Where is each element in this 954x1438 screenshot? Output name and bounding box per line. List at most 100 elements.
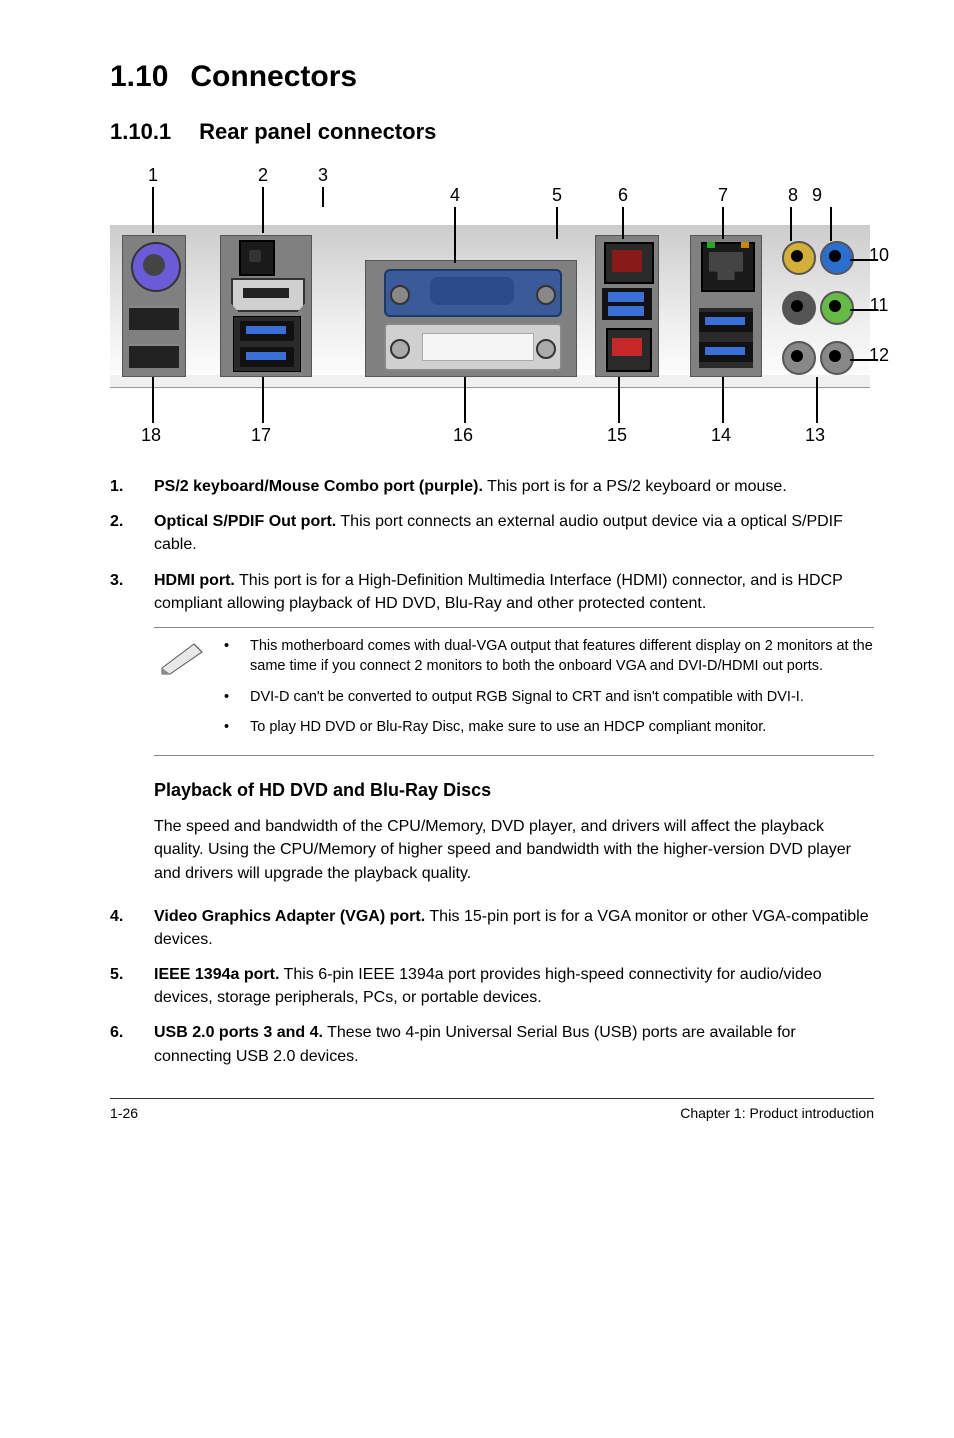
audio-jack <box>820 241 854 275</box>
leader-line <box>850 359 878 361</box>
note-box: •This motherboard comes with dual-VGA ou… <box>154 627 874 756</box>
optical-port <box>239 240 275 276</box>
leader-line <box>454 207 456 263</box>
leader-line <box>816 377 818 423</box>
audio-jack <box>782 241 816 275</box>
callout-number: 7 <box>710 185 736 206</box>
list-item-number: 5. <box>110 963 154 1009</box>
bullet-icon: • <box>224 687 250 707</box>
callout-number: 16 <box>450 425 476 446</box>
slot <box>129 344 179 368</box>
slot <box>129 306 179 330</box>
callout-number: 11 <box>866 295 892 316</box>
esata-port <box>606 328 652 372</box>
callout-number: 4 <box>442 185 468 206</box>
note-text: This motherboard comes with dual-VGA out… <box>250 636 874 677</box>
note-text: DVI-D can't be converted to output RGB S… <box>250 687 804 707</box>
subtitle-number: 1.10.1 <box>110 119 171 145</box>
leader-line <box>850 309 878 311</box>
callout-number: 13 <box>802 425 828 446</box>
audio-jack <box>782 341 816 375</box>
leader-line <box>830 207 832 241</box>
list-item-text: Video Graphics Adapter (VGA) port. This … <box>154 905 874 951</box>
leader-line <box>262 377 264 423</box>
callout-number: 2 <box>250 165 276 186</box>
list-item: 3.HDMI port. This port is for a High-Def… <box>110 569 874 615</box>
callout-number: 5 <box>544 185 570 206</box>
lan-port <box>701 242 755 292</box>
leader-line <box>850 259 878 261</box>
list-item-text: USB 2.0 ports 3 and 4. These two 4-pin U… <box>154 1021 874 1067</box>
footer-chapter: Chapter 1: Product introduction <box>680 1105 874 1121</box>
leader-line <box>322 187 324 207</box>
note-item: •This motherboard comes with dual-VGA ou… <box>224 636 874 677</box>
usb-slot <box>602 288 652 320</box>
list-item-number: 4. <box>110 905 154 951</box>
list-item-text: IEEE 1394a port. This 6-pin IEEE 1394a p… <box>154 963 874 1009</box>
note-item: •To play HD DVD or Blu-Ray Disc, make su… <box>224 717 874 737</box>
callout-number: 14 <box>708 425 734 446</box>
vga-port <box>384 269 562 317</box>
callout-number: 9 <box>804 185 830 206</box>
callout-number: 18 <box>138 425 164 446</box>
ps2-port <box>131 242 181 292</box>
leader-line <box>556 207 558 239</box>
callout-number: 15 <box>604 425 630 446</box>
item-list-2: 4.Video Graphics Adapter (VGA) port. Thi… <box>110 905 874 1068</box>
callout-number: 17 <box>248 425 274 446</box>
audio-jack <box>782 291 816 325</box>
usb12-block <box>699 308 753 368</box>
callout-number: 12 <box>866 345 892 366</box>
list-item-number: 2. <box>110 510 154 556</box>
note-list: •This motherboard comes with dual-VGA ou… <box>224 636 874 747</box>
leader-line <box>622 207 624 239</box>
port-block-1394-esata <box>595 235 659 377</box>
callout-number: 6 <box>610 185 636 206</box>
list-item-text: Optical S/PDIF Out port. This port conne… <box>154 510 874 556</box>
sub-title: 1.10.1 Rear panel connectors <box>110 119 874 145</box>
leader-line <box>464 377 466 423</box>
list-item-number: 6. <box>110 1021 154 1067</box>
audio-jack <box>820 291 854 325</box>
leader-line <box>152 377 154 423</box>
item-list-1: 1.PS/2 keyboard/Mouse Combo port (purple… <box>110 475 874 615</box>
callout-number: 1 <box>140 165 166 186</box>
title-text: Connectors <box>190 60 357 93</box>
leader-line <box>262 187 264 233</box>
list-item-text: HDMI port. This port is for a High-Defin… <box>154 569 874 615</box>
list-item: 6.USB 2.0 ports 3 and 4. These two 4-pin… <box>110 1021 874 1067</box>
subtitle-text: Rear panel connectors <box>199 119 436 144</box>
note-icon <box>154 636 224 747</box>
note-text: To play HD DVD or Blu-Ray Disc, make sur… <box>250 717 766 737</box>
bullet-icon: • <box>224 636 250 677</box>
paragraph: The speed and bandwidth of the CPU/Memor… <box>154 815 874 885</box>
rear-panel-diagram: 123456789181716151413101112 <box>110 165 870 455</box>
bullet-icon: • <box>224 717 250 737</box>
list-item: 1.PS/2 keyboard/Mouse Combo port (purple… <box>110 475 874 498</box>
main-title: 1.10 Connectors <box>110 60 874 94</box>
section-heading: Playback of HD DVD and Blu-Ray Discs <box>154 780 874 801</box>
leader-line <box>722 207 724 239</box>
list-item-text: PS/2 keyboard/Mouse Combo port (purple).… <box>154 475 874 498</box>
callout-number: 10 <box>866 245 892 266</box>
leader-line <box>152 187 154 233</box>
port-block-ps2 <box>122 235 186 377</box>
list-item: 5.IEEE 1394a port. This 6-pin IEEE 1394a… <box>110 963 874 1009</box>
list-item: 2.Optical S/PDIF Out port. This port con… <box>110 510 874 556</box>
audio-jack <box>820 341 854 375</box>
list-item: 4.Video Graphics Adapter (VGA) port. Thi… <box>110 905 874 951</box>
note-item: •DVI-D can't be converted to output RGB … <box>224 687 874 707</box>
leader-line <box>790 207 792 241</box>
page-footer: 1-26 Chapter 1: Product introduction <box>110 1098 874 1121</box>
footer-page-num: 1-26 <box>110 1105 138 1121</box>
dvi-port <box>384 323 562 371</box>
leader-line <box>722 377 724 423</box>
callout-number: 3 <box>310 165 336 186</box>
title-number: 1.10 <box>110 60 168 94</box>
list-item-number: 1. <box>110 475 154 498</box>
usb-block <box>233 316 301 372</box>
ieee1394-port <box>604 242 654 284</box>
port-block-lan-usb <box>690 235 762 377</box>
leader-line <box>618 377 620 423</box>
port-block-vga-dvi <box>365 260 577 377</box>
